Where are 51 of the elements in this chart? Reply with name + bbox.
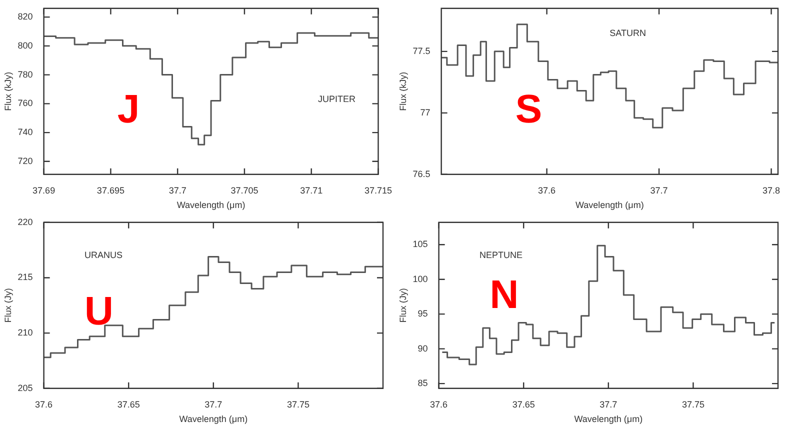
y-tick-label: 90 <box>418 343 428 354</box>
x-tick-label: 37.6 <box>430 399 448 410</box>
annotation: U <box>84 290 114 334</box>
y-tick-label: 85 <box>418 378 428 388</box>
annotation: NEPTUNE <box>480 250 523 260</box>
x-tick-label: 37.71 <box>300 185 323 196</box>
y-tick-label: 740 <box>18 127 33 138</box>
x-tick-label: 37.65 <box>117 399 140 410</box>
y-tick-label: 76.5 <box>412 168 430 179</box>
x-tick-label: 37.75 <box>286 399 310 410</box>
x-tick-label: 37.7 <box>600 399 618 410</box>
y-tick-label: 100 <box>412 274 428 284</box>
x-axis-title: Wavelength (μm) <box>179 414 248 424</box>
y-axis-title: Flux (Jy) <box>398 288 408 323</box>
y-tick-label: 95 <box>418 308 428 319</box>
y-tick-label: 760 <box>18 98 33 108</box>
annotation: J <box>117 87 140 132</box>
y-axis-title: Flux (kJy) <box>2 72 13 111</box>
x-tick-label: 37.6 <box>35 399 53 410</box>
x-tick-label: 37.8 <box>762 185 780 196</box>
x-axis-title: Wavelength (μm) <box>176 200 246 210</box>
y-tick-label: 77 <box>420 107 430 118</box>
y-tick-label: 220 <box>18 216 33 227</box>
x-tick-label: 37.715 <box>364 185 392 196</box>
x-tick-label: 37.7 <box>204 399 222 410</box>
annotation: SATURN <box>610 28 646 38</box>
y-axis-title: Flux (Jy) <box>2 288 13 323</box>
x-tick-label: 37.69 <box>32 185 56 196</box>
annotation: JUPITER <box>318 94 356 104</box>
y-tick-label: 780 <box>18 69 33 80</box>
x-tick-label: 37.7 <box>168 185 186 196</box>
y-axis-title: Flux (kJy) <box>398 72 408 111</box>
y-tick-label: 215 <box>18 272 33 282</box>
x-tick-label: 37.65 <box>512 399 535 410</box>
annotation: N <box>490 273 519 318</box>
annotation: S <box>515 87 542 132</box>
x-axis-title: Wavelength (μm) <box>574 414 643 424</box>
y-tick-label: 720 <box>18 156 33 166</box>
y-tick-label: 800 <box>18 40 33 50</box>
y-tick-label: 77.5 <box>412 46 430 56</box>
x-tick-label: 37.6 <box>538 185 556 196</box>
x-tick-label: 37.695 <box>96 185 124 196</box>
annotation: URANUS <box>84 250 123 260</box>
y-tick-label: 105 <box>412 239 428 250</box>
y-tick-label: 820 <box>18 12 33 22</box>
x-tick-label: 37.7 <box>650 185 668 196</box>
y-tick-label: 205 <box>18 382 33 393</box>
x-tick-label: 37.75 <box>682 399 704 410</box>
y-tick-label: 210 <box>18 328 33 338</box>
x-tick-label: 37.705 <box>230 185 258 196</box>
x-axis-title: Wavelength (μm) <box>575 200 644 210</box>
